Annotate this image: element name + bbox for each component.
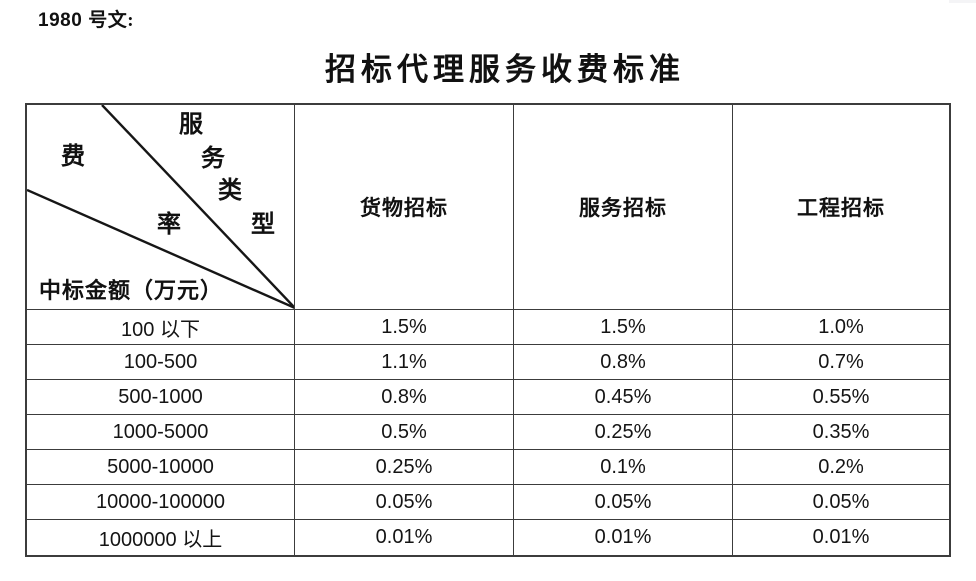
row-label: 1000000 以上 — [27, 520, 295, 555]
corner-service-type-char: 务 — [201, 146, 225, 172]
row-label: 100-500 — [27, 345, 295, 380]
row-label: 5000-10000 — [27, 450, 295, 485]
fee-value: 0.01% — [514, 520, 733, 555]
fee-table: 服 务 类 型 费 率 中标金额（万元） 货物招标 服务招标 工程招标 100 … — [25, 103, 951, 557]
fee-value: 0.25% — [295, 450, 514, 485]
row-label: 500-1000 — [27, 380, 295, 415]
doc-reference: 1980 号文: — [38, 5, 134, 32]
fee-value: 1.0% — [733, 310, 949, 345]
column-header-service: 服务招标 — [514, 105, 733, 310]
fee-value: 0.7% — [733, 345, 949, 380]
fee-value: 0.01% — [812, 526, 870, 548]
fee-value: 0.25% — [514, 415, 733, 450]
fee-value: 0.55% — [733, 380, 949, 415]
fee-value: 0.1% — [514, 450, 733, 485]
corner-service-type-char: 类 — [218, 178, 242, 204]
fee-value: 1.5% — [514, 310, 733, 345]
doc-label: 号文: — [88, 10, 135, 31]
doc-number: 1980 — [38, 10, 83, 31]
fee-value: 0.35% — [733, 415, 949, 450]
row-label: 1000-5000 — [27, 415, 295, 450]
top-right-artifact — [949, 0, 976, 3]
diagonal-lines — [27, 105, 294, 309]
table-corner-cell: 服 务 类 型 费 率 中标金额（万元） — [27, 105, 295, 310]
fee-value: 0.05% — [514, 485, 733, 520]
fee-value: 1.5% — [295, 310, 514, 345]
fee-value: 0.5% — [295, 415, 514, 450]
fee-value: 0.01% — [295, 520, 514, 555]
corner-row-header: 中标金额（万元） — [39, 277, 224, 303]
column-header-engineering: 工程招标 — [733, 105, 949, 310]
row-label: 10000-100000 — [27, 485, 295, 520]
column-header-goods: 货物招标 — [295, 105, 514, 310]
fee-value: 0.8% — [514, 345, 733, 380]
corner-fee-rate-char: 率 — [157, 212, 181, 238]
fee-value: 1.1% — [295, 345, 514, 380]
page-title: 招标代理服务收费标准 — [325, 52, 685, 87]
row-label: 100 以下 — [27, 310, 295, 345]
corner-service-type-char: 服 — [179, 112, 203, 138]
corner-service-type-char: 型 — [251, 212, 275, 238]
fee-value: 0.8% — [295, 380, 514, 415]
fee-value: 0.05% — [733, 485, 949, 520]
fee-value: 0.45% — [514, 380, 733, 415]
fee-value: 0.2% — [733, 450, 949, 485]
fee-value: 0.05% — [295, 485, 514, 520]
corner-fee-rate-char: 费 — [61, 144, 85, 170]
